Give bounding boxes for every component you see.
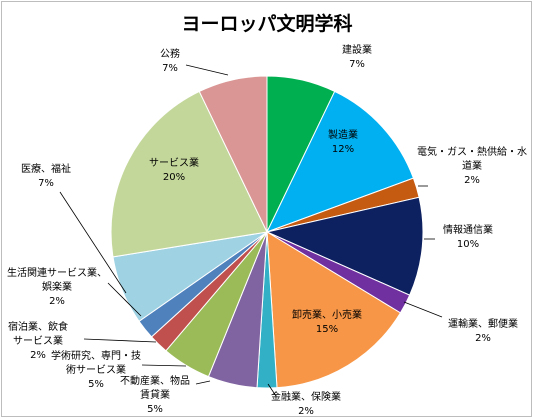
leader-line — [195, 380, 211, 385]
leader-line — [83, 338, 157, 343]
data-label: 運輸業、郵便業 2% — [448, 317, 518, 344]
data-label-value: 7% — [162, 63, 178, 74]
chart-title: ヨーロッパ文明学科 — [181, 12, 352, 35]
data-label: 宿泊業、飲食サービス業 2% — [8, 320, 68, 361]
slices-group — [110, 75, 424, 389]
data-label: 電気・ガス・熱供給・水道業 2% — [417, 145, 527, 186]
data-label-value: 2% — [464, 175, 480, 186]
data-label-name: サービス業 — [149, 156, 199, 169]
pie-slice — [266, 90, 415, 233]
leader-line — [267, 383, 277, 397]
data-label-value: 15% — [316, 324, 338, 335]
data-label: 公務 7% — [160, 47, 180, 74]
leader-line — [403, 301, 443, 318]
data-label: 製造業 12% — [328, 128, 358, 155]
data-label-name: 金融業、保険業 — [271, 390, 341, 403]
data-label-name: 学術研究、専門・技 — [51, 349, 141, 362]
data-label-value: 10% — [457, 239, 479, 250]
data-label: 学術研究、専門・技術サービス業 5% — [51, 349, 141, 390]
data-label: 金融業、保険業 2% — [271, 390, 341, 417]
data-label-name: 運輸業、郵便業 — [448, 317, 518, 330]
data-label: 卸売業、小売業 15% — [292, 308, 362, 335]
data-label-name: 医療、福祉 — [21, 162, 71, 175]
leader-line — [141, 364, 187, 367]
data-label-name: 道業 — [462, 159, 482, 172]
data-label-value: 5% — [147, 404, 163, 415]
data-label-name: 卸売業、小売業 — [292, 308, 362, 321]
data-label-name: 不動産業、物品 — [120, 374, 190, 387]
data-label: 建設業 7% — [342, 43, 372, 70]
data-label-name: 建設業 — [342, 43, 372, 56]
leader-line — [185, 64, 229, 76]
leader-lines-group — [59, 64, 443, 397]
data-label-name: 電気・ガス・熱供給・水 — [417, 145, 527, 158]
data-label-value: 12% — [332, 144, 354, 155]
data-label-name: 術サービス業 — [66, 363, 126, 376]
data-label-value: 20% — [163, 172, 185, 183]
data-label-name: 製造業 — [328, 128, 358, 141]
data-label-value: 2% — [475, 333, 491, 344]
data-label: 医療、福祉 7% — [21, 162, 71, 189]
leader-line — [59, 191, 127, 294]
data-label-value: 7% — [349, 59, 365, 70]
data-label-value: 7% — [38, 178, 54, 189]
pie-slice — [198, 75, 268, 233]
leader-line — [107, 282, 142, 317]
data-label: 情報通信業 10% — [443, 223, 493, 250]
data-label-name: 娯楽業 — [42, 280, 72, 293]
data-label-name: 賃貸業 — [140, 388, 170, 401]
data-label-name: サービス業 — [13, 334, 63, 347]
labels-group: 建設業 7% 製造業 12% 電気・ガス・熱供給・水道業 2% 情報通信業 10% 運輸業、郵便… — [7, 43, 527, 417]
data-label: 不動産業、物品賃貸業 5% — [120, 374, 190, 415]
data-label: 生活関連サービス業、娯楽業 2% — [7, 266, 107, 307]
data-label-name: 公務 — [160, 47, 180, 60]
data-label-value: 2% — [30, 350, 46, 361]
data-label-value: 5% — [88, 379, 104, 390]
pie-slice — [110, 90, 268, 258]
pie-slice — [266, 231, 402, 389]
data-label-name: 生活関連サービス業、 — [7, 266, 107, 279]
data-label-value: 2% — [49, 296, 65, 307]
data-label-value: 2% — [298, 406, 314, 417]
data-label-name: 情報通信業 — [443, 223, 493, 236]
data-label: サービス業 20% — [149, 156, 199, 183]
data-label-name: 宿泊業、飲食 — [8, 320, 68, 333]
pie-slice — [265, 196, 424, 296]
